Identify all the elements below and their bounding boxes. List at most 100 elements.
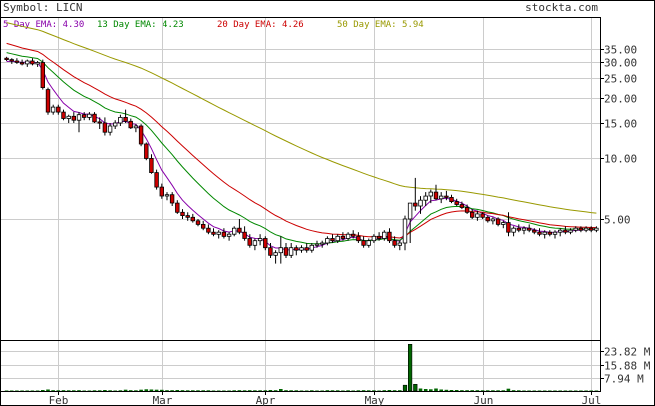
volume-bars <box>4 343 599 392</box>
candle <box>350 230 356 239</box>
volume-bar <box>284 390 288 391</box>
candle <box>532 228 537 235</box>
candle-body <box>4 57 9 61</box>
candle-body <box>413 202 418 207</box>
candle <box>558 228 563 237</box>
volume-bar <box>548 390 552 391</box>
candle <box>76 112 82 133</box>
candle <box>263 236 268 251</box>
candle <box>237 219 242 235</box>
candle <box>361 236 366 248</box>
volume-bar <box>35 390 40 391</box>
candle-body <box>278 247 283 254</box>
candle <box>221 228 227 239</box>
candle-body <box>485 216 490 222</box>
candle-body <box>506 222 511 233</box>
candle-body <box>345 233 351 239</box>
candle-body <box>231 227 237 235</box>
candle-body <box>45 89 51 113</box>
candle <box>61 109 66 121</box>
candle <box>563 226 568 235</box>
volume-bar <box>30 390 35 391</box>
candle-body <box>340 235 346 239</box>
candle <box>485 215 490 223</box>
volume-bar <box>330 390 335 391</box>
volume-bar <box>232 390 236 391</box>
candle-body <box>350 233 356 237</box>
candle <box>480 212 485 219</box>
price-tick-label: 30.00 <box>604 57 637 70</box>
candle-body <box>361 240 366 246</box>
volume-bar <box>108 390 112 391</box>
volume-bar <box>501 390 506 391</box>
candle-body <box>35 62 40 65</box>
volume-bar <box>170 390 174 391</box>
candle-body <box>356 235 361 242</box>
candle <box>190 213 195 223</box>
volume-bar <box>517 390 521 391</box>
candle <box>449 194 454 204</box>
volume-bar <box>377 390 381 391</box>
x-tick-label: Mar <box>153 394 173 406</box>
candle <box>257 234 263 246</box>
volume-bar <box>25 390 30 391</box>
candle-body <box>56 106 61 113</box>
candle <box>304 243 309 253</box>
candle <box>335 234 340 243</box>
candle-body <box>558 229 563 233</box>
volume-bar <box>366 390 371 391</box>
price-tick-label: 35.00 <box>604 44 637 57</box>
candle <box>371 234 377 243</box>
candle <box>87 112 92 121</box>
candle-body <box>532 229 537 233</box>
volume-bar <box>201 390 205 391</box>
candle <box>542 230 547 239</box>
volume-bar <box>470 390 474 391</box>
volume-bar <box>118 390 123 391</box>
volume-bar <box>160 389 164 391</box>
candle <box>25 59 30 67</box>
candle <box>14 58 20 64</box>
candle-body <box>495 218 501 225</box>
candle-body <box>61 111 66 119</box>
volume-bar <box>77 390 81 391</box>
candle <box>464 204 470 214</box>
candle <box>164 192 170 201</box>
volume-bar <box>568 390 573 391</box>
candle-body <box>242 231 247 239</box>
candle <box>392 236 397 248</box>
candle-body <box>252 240 258 246</box>
volume-bar <box>227 390 231 391</box>
candle <box>45 87 51 115</box>
volume-bar <box>165 390 169 391</box>
candle <box>454 198 459 206</box>
candle-body <box>164 194 170 197</box>
candle <box>154 169 159 190</box>
candle-body <box>573 227 578 231</box>
candle <box>433 184 439 201</box>
candle-body <box>563 229 568 233</box>
candle-body <box>169 194 175 204</box>
candle <box>107 123 113 136</box>
volume-bar <box>134 390 138 391</box>
volume-bar <box>46 389 50 391</box>
candle <box>589 226 594 233</box>
volume-bar <box>180 390 185 391</box>
price-tick-label: 25.00 <box>604 73 637 86</box>
candle <box>568 228 573 235</box>
candle-body <box>516 227 521 231</box>
candle-body <box>30 60 35 65</box>
candle-body <box>330 238 335 242</box>
candle <box>242 226 247 241</box>
candle-body <box>19 62 25 65</box>
candle <box>511 226 516 237</box>
candle-body <box>221 231 227 237</box>
volume-bar <box>460 390 464 391</box>
volume-bar <box>594 390 599 391</box>
candle <box>345 232 351 241</box>
candle <box>547 230 552 237</box>
volume-bar <box>392 390 397 391</box>
candle <box>4 56 9 61</box>
